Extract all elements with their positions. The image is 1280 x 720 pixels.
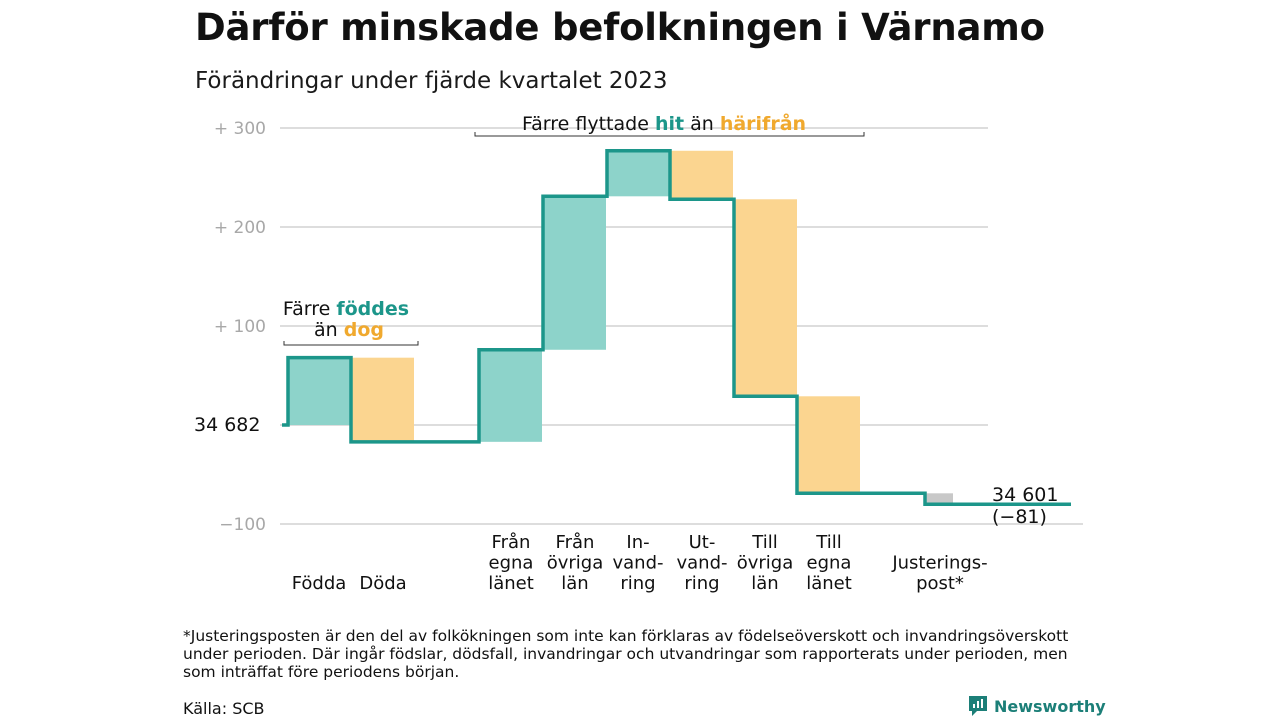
x-category-label-line: post* (916, 573, 964, 594)
x-category-label-line: Till (815, 532, 841, 553)
x-category-label-line: egna (807, 553, 852, 574)
x-category-label: Från egna länet (488, 532, 534, 594)
waterfall-bar (479, 349, 542, 442)
annotation-text-part: Färre (283, 298, 336, 320)
x-category-label: Justerings-post* (891, 553, 987, 595)
x-category-label: Från övriga län (547, 532, 604, 594)
waterfall-bar (351, 357, 414, 442)
annotation-text-part: än (684, 113, 720, 135)
waterfall-bar (607, 150, 670, 197)
cumulative-step-line (282, 149, 1071, 506)
x-category-label-line: län (751, 573, 778, 594)
y-tick-label: + 200 (214, 218, 266, 238)
x-category-label-line: vand- (612, 553, 663, 574)
end-change-label: (−81) (992, 506, 1047, 528)
x-category-label: Döda (359, 573, 406, 594)
x-category-label-line: Från (492, 532, 531, 553)
logo-text: Newsworthy (994, 696, 1106, 716)
footnote: *Justeringsposten är den del av folkökni… (183, 627, 1069, 681)
annotation-text-part: härifrån (720, 111, 806, 135)
x-category-label: Födda (292, 573, 347, 594)
annotation-text-part: hit (655, 113, 684, 135)
x-category-label-line: länet (806, 573, 852, 594)
y-tick-label: + 100 (214, 317, 266, 337)
y-tick-label: + 300 (214, 119, 266, 139)
x-category-label-line: Födda (292, 573, 347, 594)
annotation-text-part: dog (344, 319, 384, 341)
waterfall-bar (670, 150, 733, 200)
annotation-text: Färre föddes (283, 298, 409, 320)
waterfall-bar (797, 396, 860, 494)
x-category-label-line: ring (684, 573, 719, 594)
annotation-text-part: än (314, 319, 344, 341)
annotation-text-part: föddes (336, 298, 409, 320)
x-category-label-line: Till (751, 532, 777, 553)
x-category-label-line: övriga (547, 553, 604, 574)
start-value-label: 34 682 (194, 414, 260, 436)
chart-subtitle: Förändringar under fjärde kvartalet 2023 (195, 68, 668, 94)
x-category-label-line: Ut- (689, 532, 716, 553)
x-category-label-line: Döda (359, 573, 406, 594)
x-category-label: Ut-vand-ring (676, 532, 727, 594)
x-category-label-line: In- (626, 532, 649, 553)
x-category-label: Till egna länet (806, 532, 852, 594)
x-category-label-line: län (561, 573, 588, 594)
x-category-label: In-vand-ring (612, 532, 663, 594)
x-category-label-line: övriga (737, 553, 794, 574)
annotation-bracket (474, 132, 865, 137)
x-category-label: Till övriga län (737, 532, 794, 594)
x-category-label-line: ring (620, 573, 655, 594)
waterfall-bar (925, 493, 953, 505)
source-label: Källa: SCB (183, 699, 265, 718)
waterfall-bar (543, 196, 606, 350)
x-category-label-line: vand- (676, 553, 727, 574)
x-category-label-line: Från (556, 532, 595, 553)
annotation-bracket (283, 341, 419, 346)
annotation-text: Färre flyttade hit än härifrån (522, 111, 806, 135)
waterfall-bar (288, 357, 351, 425)
x-category-label-line: egna (489, 553, 534, 574)
chart-title: Därför minskade befolkningen i Värnamo (195, 6, 1045, 49)
newsworthy-logo: Newsworthy (968, 695, 1106, 717)
annotation-text-part: Färre flyttade (522, 113, 655, 135)
waterfall-bar (734, 199, 797, 397)
y-tick-label: −100 (219, 515, 266, 535)
annotation-text: än dog (314, 319, 384, 341)
x-category-label-line: Justerings- (891, 553, 987, 574)
end-value-label: 34 601 (992, 484, 1058, 506)
x-category-label-line: länet (488, 573, 534, 594)
newsworthy-logo-icon (969, 696, 987, 716)
